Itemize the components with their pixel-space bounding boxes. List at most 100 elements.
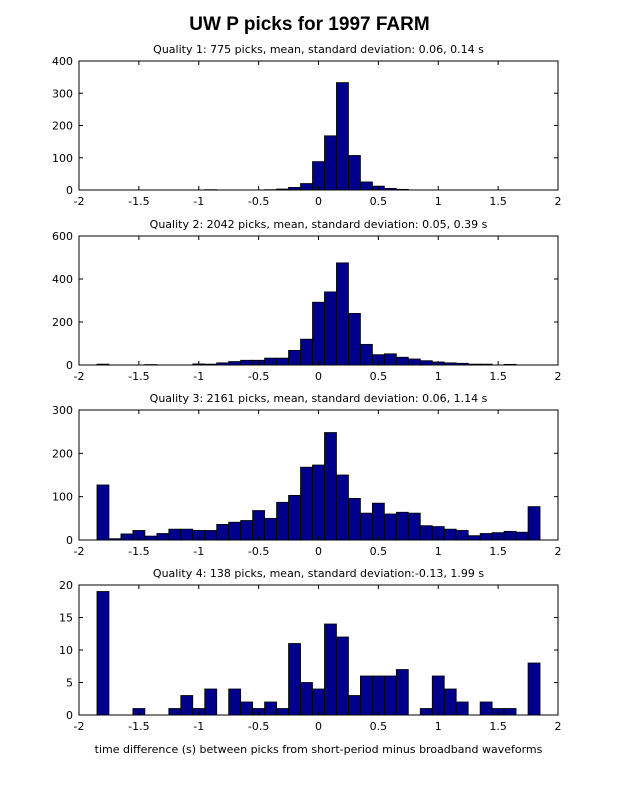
histogram-bar xyxy=(240,520,254,541)
histogram-bar xyxy=(395,511,409,541)
histogram-bar xyxy=(216,524,230,541)
histogram-bar xyxy=(455,701,469,716)
x-tick-label: 1.5 xyxy=(489,370,507,383)
y-tick-label: 100 xyxy=(52,152,73,165)
histogram-bar xyxy=(479,533,493,541)
histogram-bar xyxy=(312,464,325,541)
histogram-bar xyxy=(300,338,313,366)
x-tick-label: -1 xyxy=(193,720,204,733)
histogram-bar xyxy=(336,636,349,716)
histogram-bar xyxy=(443,688,457,716)
histogram-bar xyxy=(467,363,481,366)
histogram-bar xyxy=(228,361,242,366)
y-tick-label: 400 xyxy=(52,55,73,68)
histogram-bar xyxy=(204,530,218,541)
histogram-bar xyxy=(395,188,409,191)
histogram-bar xyxy=(455,362,469,366)
histogram-bar xyxy=(156,533,170,541)
x-tick-label: -2 xyxy=(74,545,85,558)
histogram-bar xyxy=(300,183,313,191)
histogram-bar xyxy=(264,357,277,366)
subplot-title: Quality 2: 2042 picks, mean, standard de… xyxy=(150,218,488,231)
x-tick-label: 1 xyxy=(435,195,442,208)
y-tick-label: 20 xyxy=(59,579,73,592)
histogram-bar xyxy=(443,528,457,541)
histogram-bar xyxy=(300,682,313,716)
x-tick-label: 0 xyxy=(315,545,322,558)
y-tick-label: 400 xyxy=(52,273,73,286)
histogram-bar xyxy=(228,688,242,716)
histogram-bar xyxy=(240,701,254,716)
histogram-bar xyxy=(204,363,218,366)
histogram-bar xyxy=(360,675,373,716)
histogram-bar xyxy=(168,708,182,716)
histogram-bar xyxy=(383,513,397,541)
histogram-bar xyxy=(276,188,289,191)
x-tick-label: 2 xyxy=(555,545,562,558)
histogram-bar xyxy=(431,675,445,716)
histogram-bar xyxy=(180,528,194,541)
subplot-title: Quality 1: 775 picks, mean, standard dev… xyxy=(153,43,484,56)
x-tick-label: 1 xyxy=(435,720,442,733)
histogram-bar xyxy=(419,708,433,716)
histogram-bar xyxy=(419,525,433,541)
histogram-bar xyxy=(324,432,337,541)
histogram-bar xyxy=(443,362,457,366)
histogram-bar xyxy=(240,359,254,366)
histogram-bar xyxy=(96,591,110,716)
histogram-bar xyxy=(360,512,373,541)
histogram-bar xyxy=(336,82,349,191)
histogram-bar xyxy=(264,517,277,541)
x-tick-label: -1.5 xyxy=(128,370,149,383)
y-tick-label: 5 xyxy=(66,677,73,690)
histogram-bar xyxy=(324,623,337,716)
histogram-bar xyxy=(395,669,409,716)
histogram-bar xyxy=(276,357,289,366)
histogram-bar xyxy=(300,466,313,541)
x-tick-label: -2 xyxy=(74,370,85,383)
histogram-bar xyxy=(276,708,289,716)
x-tick-label: -1.5 xyxy=(128,720,149,733)
y-tick-label: 0 xyxy=(66,534,73,547)
histogram-bar xyxy=(503,363,517,366)
histogram-bar xyxy=(336,474,349,541)
subplot-title: Quality 4: 138 picks, mean, standard dev… xyxy=(153,567,484,580)
histogram-bar xyxy=(527,662,541,716)
y-tick-label: 200 xyxy=(52,447,73,460)
y-tick-label: 100 xyxy=(52,491,73,504)
x-tick-label: 1 xyxy=(435,545,442,558)
histogram-bar xyxy=(479,701,493,716)
x-axis-label: time difference (s) between picks from s… xyxy=(95,743,543,756)
x-tick-label: -0.5 xyxy=(248,195,269,208)
histogram-bar xyxy=(360,181,373,191)
subplot-title: Quality 3: 2161 picks, mean, standard de… xyxy=(150,392,488,405)
x-tick-label: 2 xyxy=(555,195,562,208)
x-tick-label: 0.5 xyxy=(370,195,388,208)
y-tick-label: 600 xyxy=(52,230,73,243)
histogram-bar xyxy=(479,363,493,366)
histogram-bar xyxy=(503,530,517,541)
x-tick-label: -1 xyxy=(193,545,204,558)
histogram-bar xyxy=(395,356,409,366)
histogram-bar xyxy=(348,695,361,716)
y-tick-label: 300 xyxy=(52,87,73,100)
histogram-bar xyxy=(288,187,301,191)
x-tick-label: 0.5 xyxy=(370,545,388,558)
x-tick-label: 0 xyxy=(315,720,322,733)
x-tick-label: 0 xyxy=(315,195,322,208)
histogram-bar xyxy=(336,262,349,366)
histogram-bar xyxy=(96,363,110,366)
histogram-bar xyxy=(360,343,373,366)
histogram-bar xyxy=(348,312,361,366)
histogram-bar xyxy=(407,512,421,541)
histogram-bar xyxy=(108,538,122,541)
histogram-bar xyxy=(371,502,385,541)
histogram-bar xyxy=(168,528,182,541)
y-tick-label: 10 xyxy=(59,644,73,657)
histogram-bar xyxy=(204,688,218,716)
histogram-bar xyxy=(324,135,337,191)
histogram-bar xyxy=(324,291,337,366)
histogram-bar xyxy=(276,501,289,541)
histogram-bar xyxy=(503,708,517,716)
